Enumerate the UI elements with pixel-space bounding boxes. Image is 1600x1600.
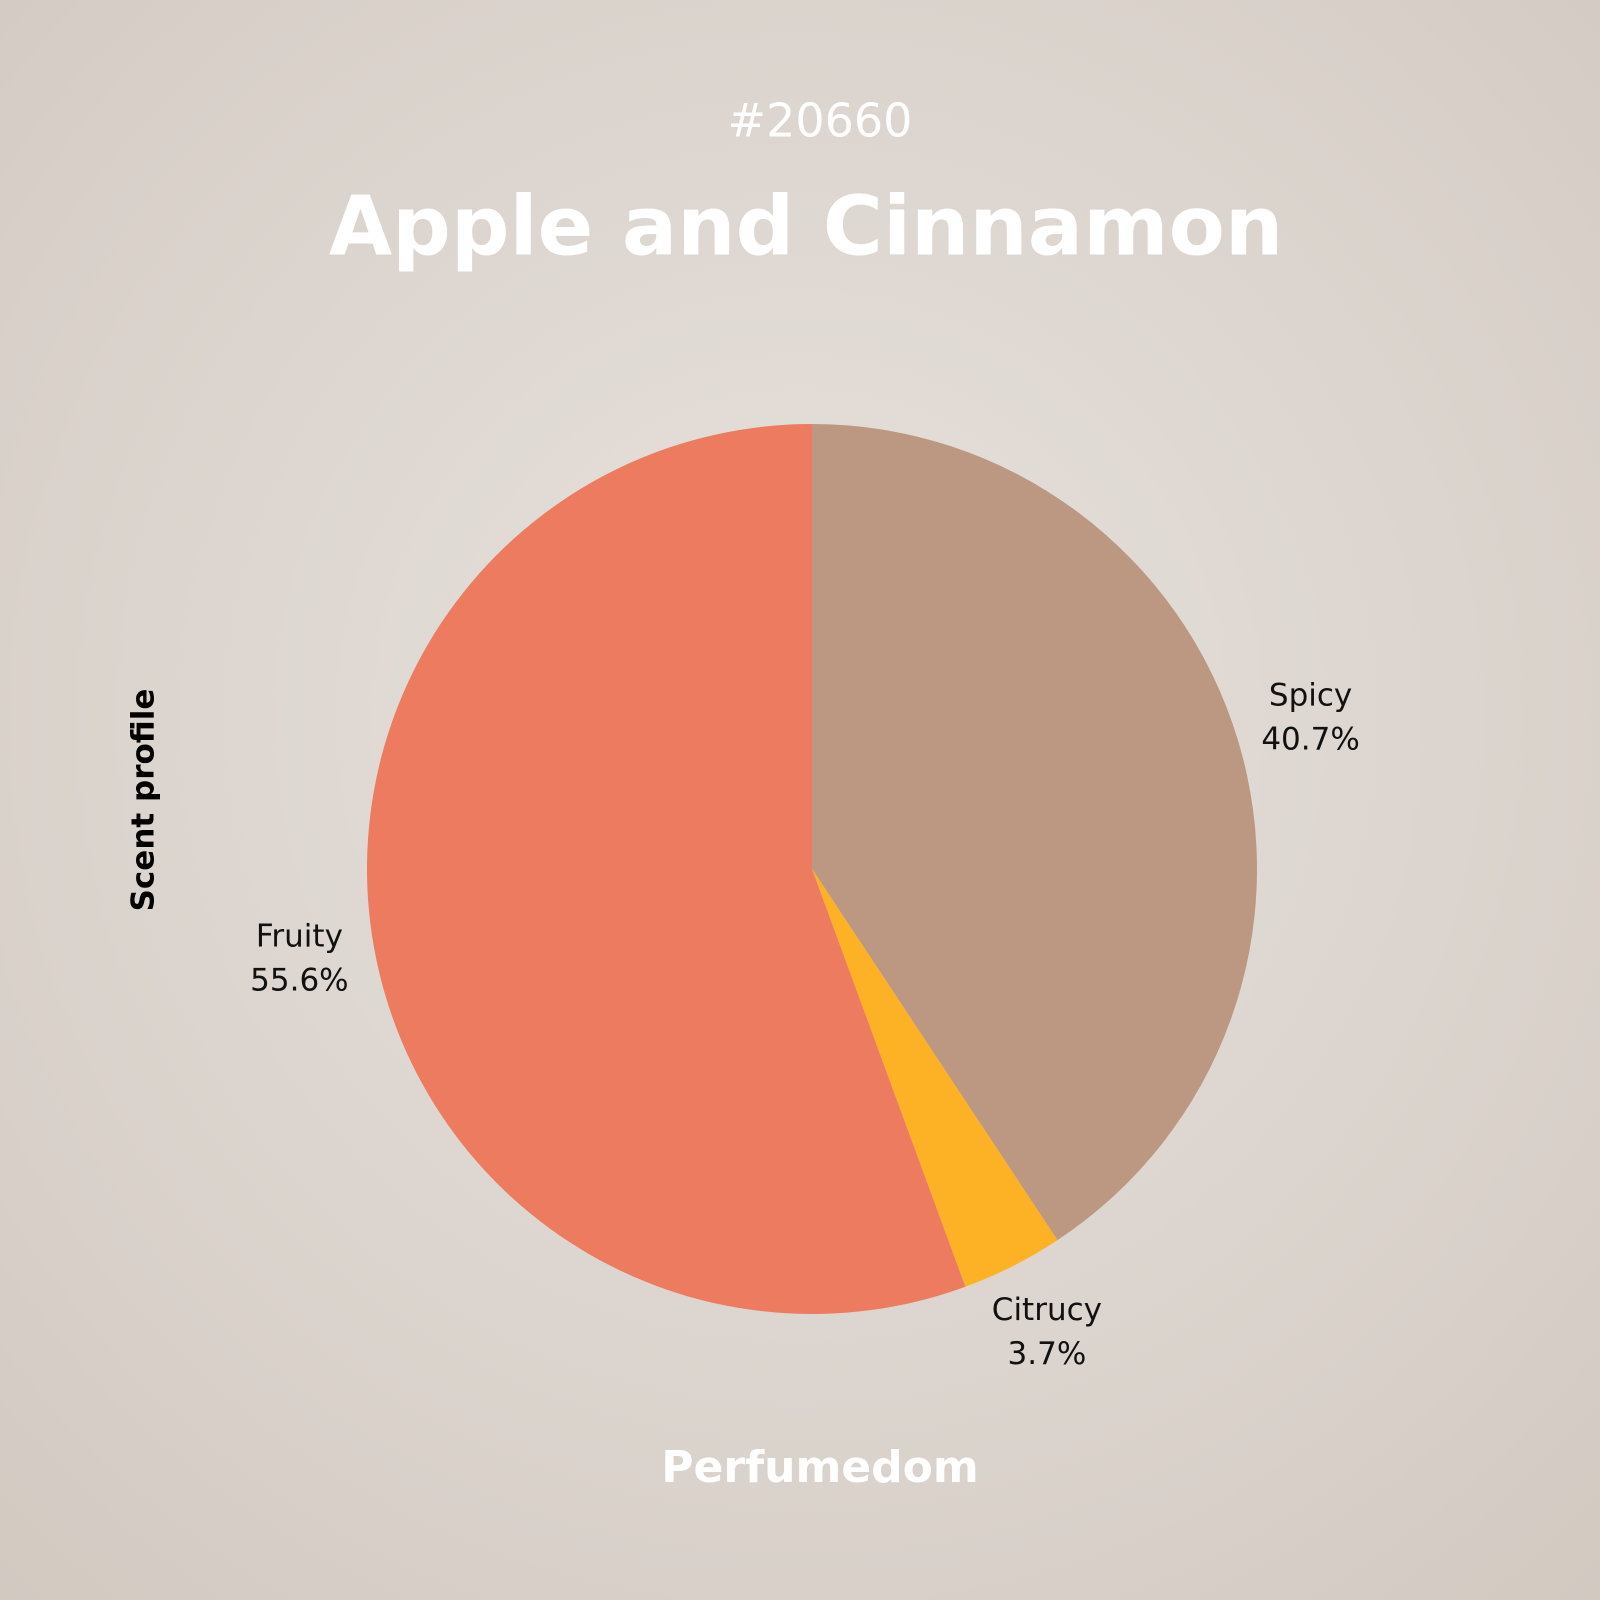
chart-subtitle: #20660	[728, 94, 913, 148]
slice-label: Citrucy	[992, 1292, 1102, 1328]
footer: Perfumedom	[661, 1442, 979, 1493]
pie-slice	[812, 869, 1058, 1287]
slice-label: Spicy	[1269, 678, 1352, 714]
value-label: 40.7%	[1261, 722, 1359, 758]
value-label: 55.6%	[250, 963, 348, 999]
chart-title: Apple and Cinnamon	[329, 179, 1284, 274]
pie-slice	[812, 424, 1257, 1241]
axis-label: Scent profile	[126, 689, 162, 912]
slice-label: Fruity	[256, 919, 343, 955]
value-label: 3.7%	[1008, 1336, 1087, 1372]
pie-slice	[367, 424, 966, 1314]
